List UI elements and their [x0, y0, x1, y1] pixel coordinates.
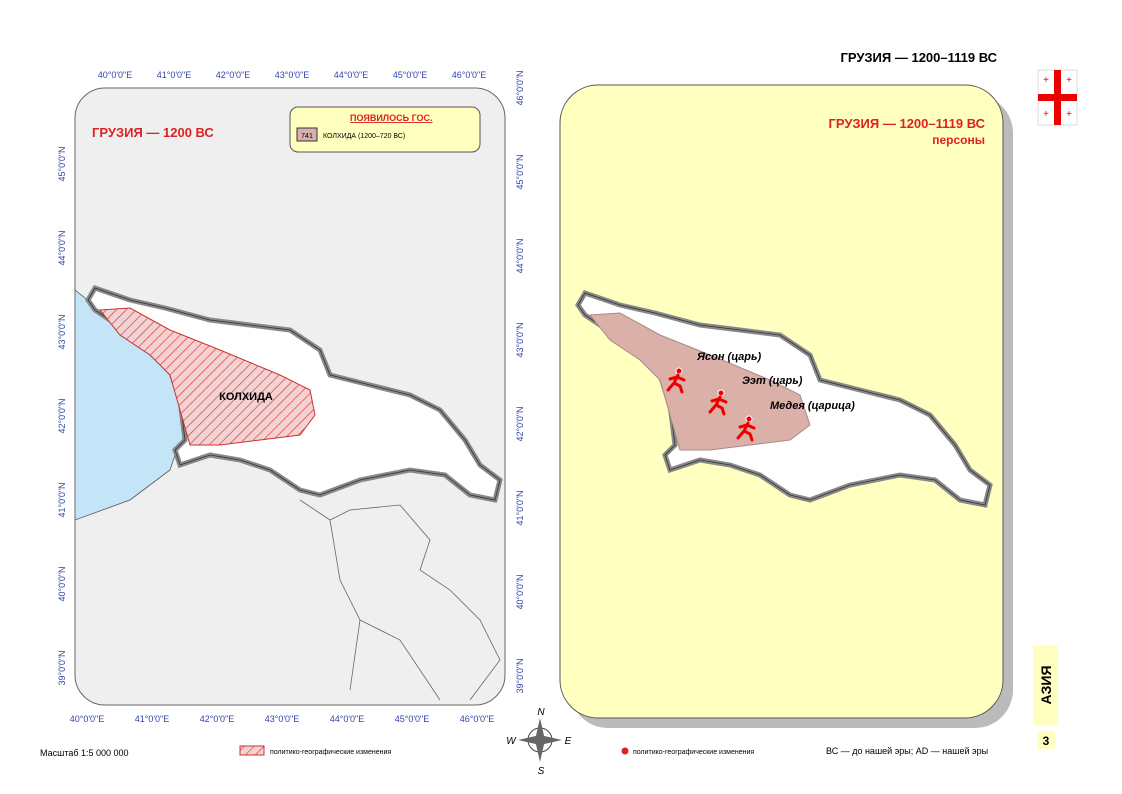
lon-label-bottom: 46°0'0"E [460, 714, 495, 724]
page-number: 3 [1043, 734, 1050, 748]
kolkhida [99, 307, 316, 446]
map-subtitle: персоны [932, 133, 985, 147]
lon-label-bottom: 45°0'0"E [395, 714, 430, 724]
svg-text:+: + [1043, 109, 1049, 120]
lat-label-right: 46°0'0"N [515, 70, 525, 105]
lat-label-right: 41°0'0"N [515, 490, 525, 525]
footer: Масштаб 1:5 000 000 политико-географичес… [40, 745, 988, 758]
lon-label-top: 41°0'0"E [157, 70, 192, 80]
lat-label-right: 45°0'0"N [515, 154, 525, 189]
legend-left: политико-географические изменения [270, 749, 391, 756]
lon-label-bottom: 42°0'0"E [200, 714, 235, 724]
person-label: Ясон (царь) [696, 351, 762, 363]
map-title: ГРУЗИЯ — 1200 ВС [92, 125, 214, 140]
legend-right: политико-географические изменения [633, 749, 754, 756]
scale: Масштаб 1:5 000 000 [40, 748, 129, 758]
svg-text:+: + [1043, 75, 1049, 86]
lat-label-left: 42°0'0"N [57, 398, 67, 433]
left-map: ГРУЗИЯ — 1200 ВС КОЛХИДА ПОЯВИЛОСЬ ГОС. … [74, 87, 506, 706]
compass: N E S W [506, 707, 571, 777]
lat-label-left: 39°0'0"N [57, 650, 67, 685]
person-head [717, 389, 725, 397]
lat-label-left: 45°0'0"N [57, 146, 67, 181]
person-head [675, 367, 683, 375]
lat-label-left: 44°0'0"N [57, 230, 67, 265]
lon-label-top: 44°0'0"E [334, 70, 369, 80]
svg-text:+: + [1066, 109, 1072, 120]
lon-label-top: 43°0'0"E [275, 70, 310, 80]
right-map: ГРУЗИЯ — 1200–1119 ВС персоны Ясон (царь… [559, 84, 1013, 728]
lat-label-left: 43°0'0"N [57, 314, 67, 349]
section-tab: АЗИЯ [1038, 665, 1054, 704]
era-note: ВС — до нашей эры; AD — нашей эры [826, 746, 988, 756]
compass-e: E [565, 736, 572, 747]
lon-label-bottom: 40°0'0"E [70, 714, 105, 724]
lon-label-bottom: 41°0'0"E [135, 714, 170, 724]
person-icon [736, 415, 756, 442]
legend-item: КОЛХИДА (1200–720 ВС) [323, 133, 405, 140]
lon-label-top: 40°0'0"E [98, 70, 133, 80]
lat-label-left: 40°0'0"N [57, 566, 67, 601]
person-label: Медея (царица) [770, 400, 855, 412]
lon-label-top: 46°0'0"E [452, 70, 487, 80]
person-body [666, 373, 686, 394]
lon-label-top: 45°0'0"E [393, 70, 428, 80]
flag: + + + + [1037, 69, 1078, 126]
lat-label-right: 44°0'0"N [515, 238, 525, 273]
legend-code: 741 [301, 133, 313, 140]
person-icon [666, 367, 686, 394]
coordinate-labels: 40°0'0"E 40°0'0"E 41°0'0"E 41°0'0"E 42°0'0"E… [57, 70, 525, 724]
lat-label-right: 42°0'0"N [515, 406, 525, 441]
person-head [745, 415, 753, 423]
lon-label-top: 42°0'0"E [216, 70, 251, 80]
compass-s: S [538, 766, 545, 777]
person-body [708, 395, 728, 416]
lon-label-bottom: 43°0'0"E [265, 714, 300, 724]
compass-n: N [537, 707, 545, 718]
lat-label-right: 39°0'0"N [515, 658, 525, 693]
region-label: КОЛХИДА [219, 391, 273, 403]
person-label: Ээт (царь) [742, 375, 803, 387]
person-body [736, 421, 756, 442]
page-title: ГРУЗИЯ — 1200–1119 ВС [840, 50, 997, 65]
lat-label-right: 40°0'0"N [515, 574, 525, 609]
svg-text:+: + [1066, 75, 1072, 86]
kolkhida-area [589, 312, 811, 451]
lat-label-left: 41°0'0"N [57, 482, 67, 517]
map-title: ГРУЗИЯ — 1200–1119 ВС [828, 116, 985, 131]
legend-heading: ПОЯВИЛОСЬ ГОС. [350, 113, 433, 123]
person-icon [708, 389, 728, 416]
lon-label-bottom: 44°0'0"E [330, 714, 365, 724]
lat-label-right: 43°0'0"N [515, 322, 525, 357]
compass-w: W [506, 736, 517, 747]
